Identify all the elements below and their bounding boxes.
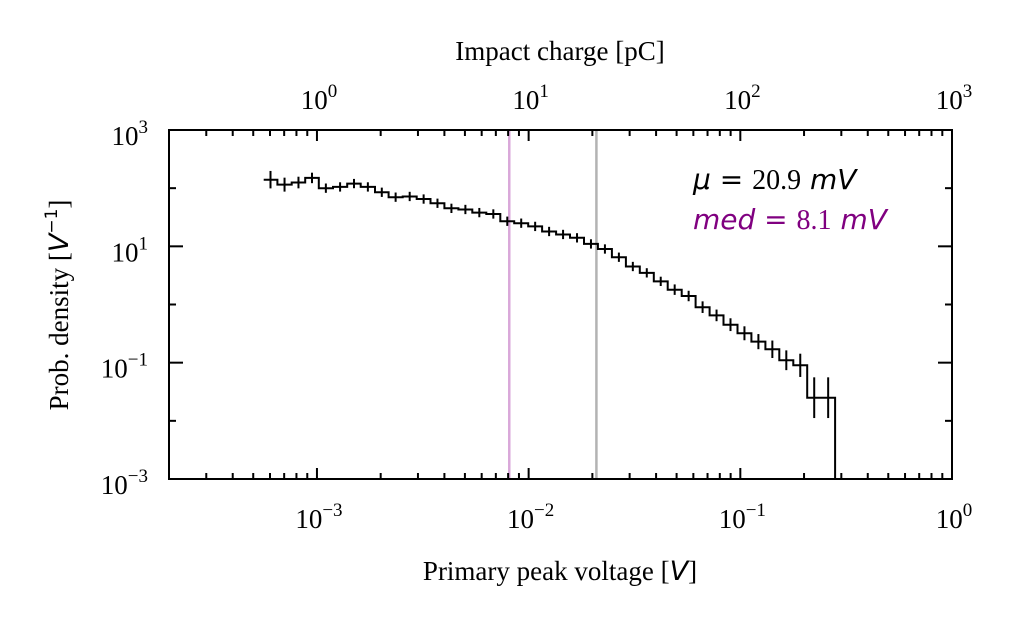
top-axis-label: Impact charge [pC] <box>455 36 664 66</box>
x-axis-label: Primary peak voltage [V] <box>423 556 697 587</box>
y-axis-label: Prob. density [V−1] <box>42 200 75 411</box>
tick-label-group: 10−3 10−2 10−1 100 100 101 102 103 10−3 10−1 101 10… <box>101 81 972 534</box>
histogram-group <box>263 170 850 480</box>
x-tick-label: 10−3 <box>295 500 342 534</box>
top-tick-label: 103 <box>936 81 973 115</box>
x-tick-label: 10−1 <box>719 500 766 534</box>
y-tick-label: 101 <box>112 233 149 267</box>
mean-annotation: μ = 20.9 mV <box>692 163 858 196</box>
y-tick-label: 103 <box>112 117 149 151</box>
top-tick-label: 100 <box>301 81 338 115</box>
median-line-group <box>508 130 598 479</box>
top-tick-label: 102 <box>724 81 761 115</box>
tick-group <box>168 129 953 480</box>
x-tick-label: 10−2 <box>507 500 554 534</box>
y-tick-label: 10−1 <box>101 350 148 384</box>
x-tick-label: 100 <box>936 500 973 534</box>
median-annotation: med = 8.1 mV <box>693 203 889 236</box>
y-tick-label: 10−3 <box>101 466 148 500</box>
top-tick-label: 101 <box>512 81 549 115</box>
histogram-step-line <box>263 176 850 480</box>
